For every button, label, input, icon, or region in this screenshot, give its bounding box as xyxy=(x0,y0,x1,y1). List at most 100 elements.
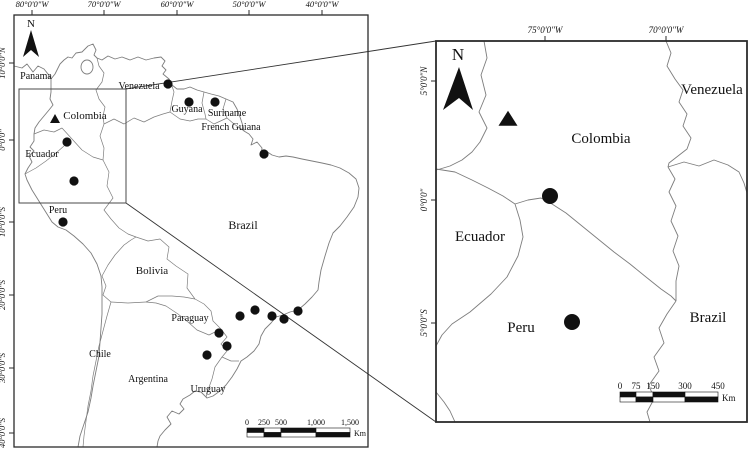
site-marker-circle xyxy=(210,97,220,107)
country-label-paraguay: Paraguay xyxy=(171,313,208,324)
longitude-tick-label: 40°0'0"W xyxy=(306,0,340,9)
country-label-french-guiana: French Guiana xyxy=(201,122,261,133)
scalebar-segment xyxy=(684,396,719,403)
scalebar-segment xyxy=(619,396,637,403)
country-label-suriname: Suriname xyxy=(208,108,247,119)
scalebar-segment xyxy=(652,391,686,398)
coastline-pacific xyxy=(24,79,103,448)
longitude-tick-label: 50°0'0"W xyxy=(233,0,267,9)
latitude-tick-label: 5°0'0"S xyxy=(419,309,429,337)
inset-coastline xyxy=(435,40,488,171)
north-arrow-right: N xyxy=(443,45,473,110)
site-marker-circle xyxy=(259,149,269,159)
site-marker-circle xyxy=(235,311,245,321)
scalebar-segment xyxy=(263,427,282,433)
country-label-argentina: Argentina xyxy=(128,374,168,385)
scalebar-unit: Km xyxy=(722,393,736,403)
country-label-venezuela: Venezuela xyxy=(681,82,743,98)
scalebar-segment xyxy=(619,391,637,398)
site-marker-circle xyxy=(267,311,277,321)
north-label-left: N xyxy=(27,18,35,30)
site-marker-triangle xyxy=(50,114,60,124)
connector-line xyxy=(125,202,437,423)
longitude-tick-label: 70°0'0"W xyxy=(649,25,685,35)
scalebar-number: 300 xyxy=(678,381,692,391)
scalebar-segment xyxy=(263,432,282,438)
scalebar-segment xyxy=(315,432,351,438)
country-label-peru: Peru xyxy=(49,205,67,216)
scalebar-segment xyxy=(246,432,265,438)
latitude-tick-label: 5°0'0"N xyxy=(419,66,429,96)
scalebar-segment xyxy=(280,427,317,433)
country-label-ecuador: Ecuador xyxy=(25,149,59,160)
country-label-guyana: Guyana xyxy=(171,104,203,115)
country-label-brazil: Brazil xyxy=(228,218,258,232)
country-label-bolivia: Bolivia xyxy=(136,265,169,277)
country-label-uruguay: Uruguay xyxy=(191,384,226,395)
site-marker-circle xyxy=(58,217,68,227)
latitude-tick-label: 0°0'0" xyxy=(419,188,429,211)
site-marker-circle xyxy=(222,341,232,351)
country-label-venezuela: Venezuela xyxy=(118,81,160,92)
scalebar-segment xyxy=(280,432,317,438)
north-label-right: N xyxy=(452,45,464,64)
scalebar-number: 1,000 xyxy=(307,418,325,427)
country-label-ecuador: Ecuador xyxy=(455,229,505,245)
latitude-tick-label: 40°0'0"S xyxy=(0,417,7,448)
longitude-tick-label: 70°0'0"W xyxy=(88,0,122,9)
scalebar-number: 500 xyxy=(275,418,287,427)
scalebar-number: 75 xyxy=(632,381,642,391)
latitude-tick-label: 20°0'0"S xyxy=(0,279,7,310)
scalebar-number: 0 xyxy=(245,418,249,427)
site-marker-circle xyxy=(62,137,72,147)
latitude-tick-label: 0°0'0" xyxy=(0,129,7,151)
latitude-tick-label: 10°0'0"S xyxy=(0,206,7,237)
inset-connector-lines xyxy=(125,40,437,423)
scalebar-segment xyxy=(652,396,686,403)
latitude-tick-label: 10°0'0"N xyxy=(0,46,7,79)
lake-maracaibo xyxy=(80,59,94,75)
site-marker-circle xyxy=(69,176,79,186)
scalebar-number: 150 xyxy=(646,381,660,391)
scalebar-segment xyxy=(635,391,654,398)
site-marker-circle xyxy=(250,305,260,315)
scalebar-segment xyxy=(246,427,265,433)
scalebar-number: 450 xyxy=(711,381,725,391)
country-borders xyxy=(24,57,245,448)
site-marker-circle xyxy=(184,97,194,107)
scalebar-segment xyxy=(684,391,719,398)
right-map-geography xyxy=(435,40,748,423)
country-label-panama: Panama xyxy=(20,71,52,82)
longitude-tick-label: 80°0'0"W xyxy=(16,0,50,9)
left-map-geography xyxy=(13,43,360,448)
scalebar-unit: Km xyxy=(354,429,367,438)
map-frame xyxy=(435,40,748,423)
longitude-tick-label: 75°0'0"W xyxy=(528,25,564,35)
scalebar-segment xyxy=(635,396,654,403)
country-label-colombia: Colombia xyxy=(63,110,107,122)
site-marker-circle xyxy=(542,188,558,204)
right-map: 75°0'0"W 70°0'0"W 5°0'0"N 0°0'0" 5°0'0"S Vene… xyxy=(419,25,748,423)
north-arrow-left: N xyxy=(23,18,39,57)
site-marker-circle xyxy=(293,306,303,316)
inset-extent-rectangle xyxy=(18,88,127,204)
left-map: 80°0'0"W 70°0'0"W 60°0'0"W 50°0'0"W 40°0'0"W… xyxy=(0,0,369,448)
longitude-tick-label: 60°0'0"W xyxy=(161,0,195,9)
latitude-tick-label: 30°0'0"S xyxy=(0,352,7,384)
map-frame xyxy=(13,14,369,448)
scalebar-number: 1,500 xyxy=(341,418,359,427)
country-label-colombia: Colombia xyxy=(571,131,631,147)
scalebar-number: 0 xyxy=(618,381,623,391)
country-label-peru: Peru xyxy=(507,320,535,336)
site-marker-circle xyxy=(214,328,224,338)
site-marker-triangle xyxy=(498,110,518,126)
site-marker-circle xyxy=(163,79,173,89)
scalebar-segment xyxy=(315,427,351,433)
site-marker-circle xyxy=(279,314,289,324)
country-label-chile: Chile xyxy=(89,349,111,360)
coastline-atlantic xyxy=(13,43,360,448)
site-marker-circle xyxy=(564,314,580,330)
country-label-brazil: Brazil xyxy=(690,310,727,326)
site-marker-circle xyxy=(202,350,212,360)
